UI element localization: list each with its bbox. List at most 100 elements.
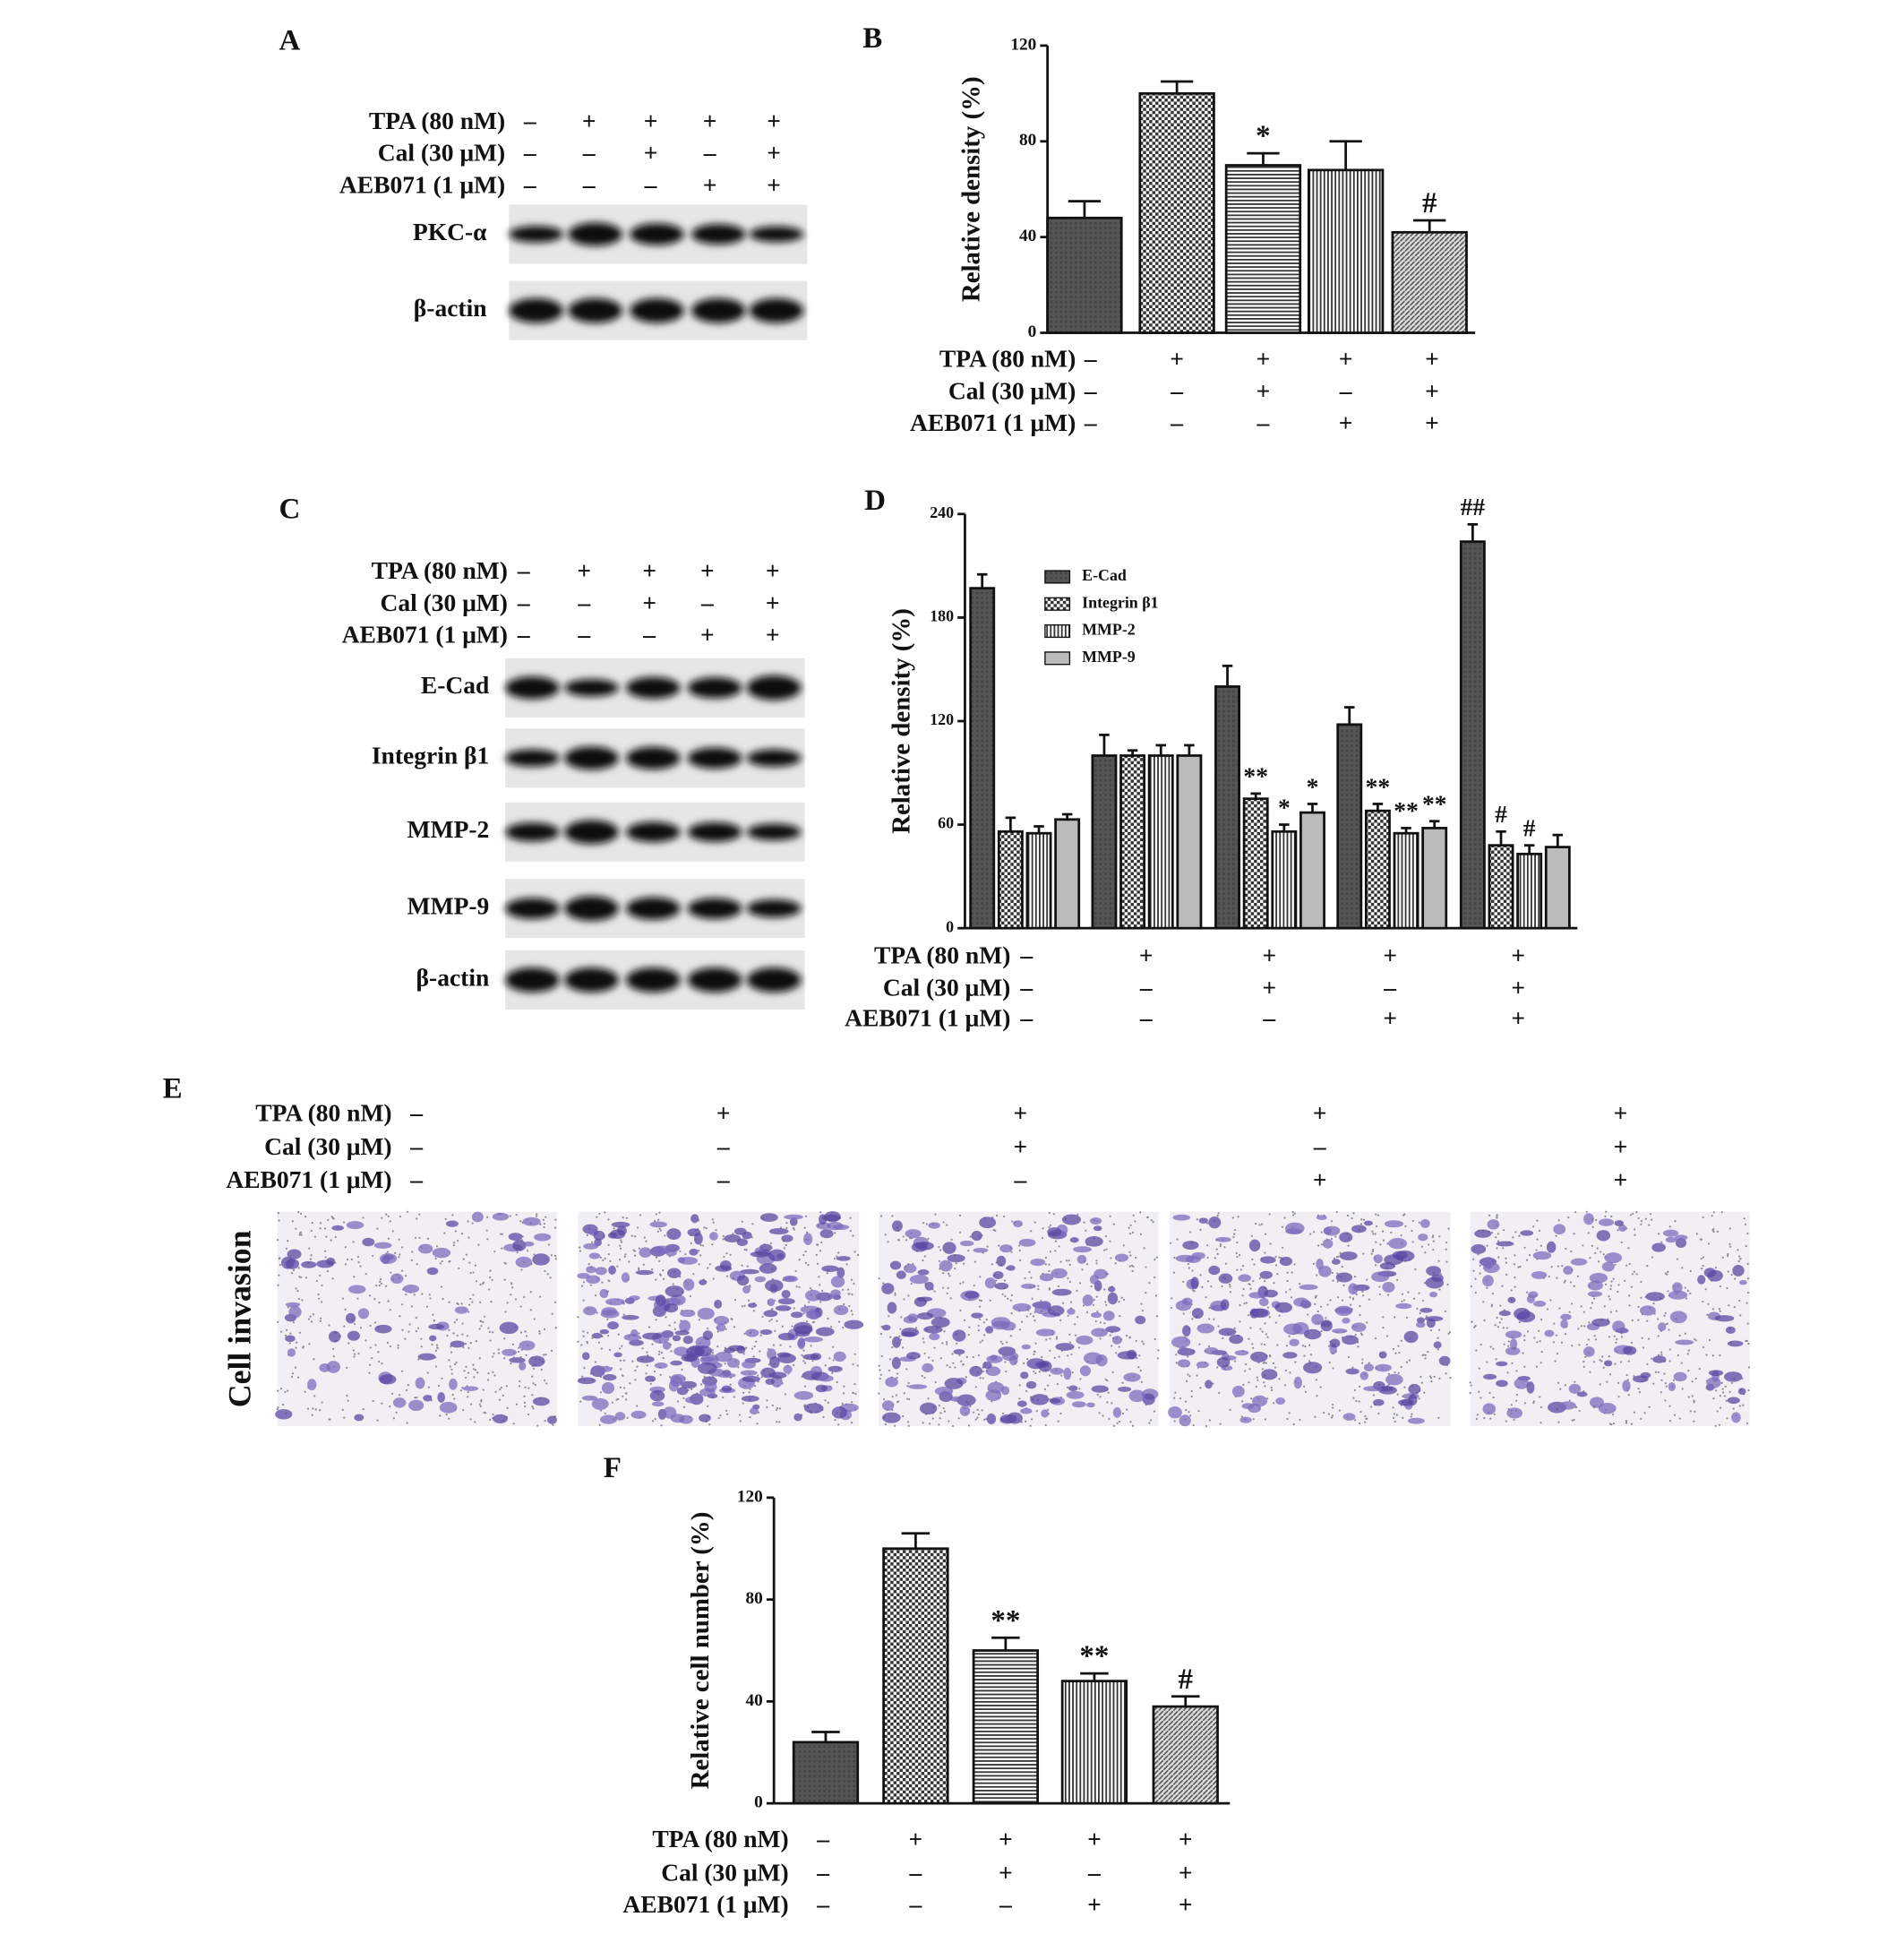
- pore: [359, 1327, 363, 1329]
- pore: [827, 1401, 829, 1404]
- pore: [1347, 1244, 1350, 1247]
- pore: [948, 1366, 951, 1369]
- cell: [1433, 1341, 1442, 1349]
- treatment-sign: –: [1383, 973, 1396, 1001]
- pore: [1110, 1257, 1112, 1259]
- cell: [1351, 1225, 1367, 1233]
- treatment-label: AEB071 (1 μM): [226, 1165, 391, 1193]
- pore: [845, 1263, 848, 1266]
- cell: [1395, 1302, 1412, 1310]
- pore: [1474, 1291, 1477, 1294]
- pore: [492, 1371, 494, 1373]
- pore: [1360, 1334, 1364, 1337]
- pore: [472, 1294, 475, 1296]
- pore: [1154, 1337, 1156, 1341]
- pore: [1420, 1245, 1424, 1248]
- blot-band: [564, 896, 619, 921]
- pore: [1055, 1337, 1058, 1340]
- treatment-sign: –: [577, 589, 590, 616]
- pore: [837, 1251, 840, 1254]
- pore: [469, 1271, 472, 1275]
- pore: [972, 1355, 974, 1359]
- pore: [629, 1382, 631, 1385]
- pore: [1155, 1315, 1158, 1318]
- cell: [362, 1237, 375, 1247]
- pore: [532, 1382, 535, 1385]
- pore: [1114, 1262, 1117, 1265]
- pore: [850, 1310, 853, 1312]
- pore: [1532, 1225, 1535, 1228]
- pore: [1214, 1257, 1216, 1259]
- pore: [416, 1263, 418, 1266]
- treatment-sign: –: [409, 1099, 423, 1127]
- pore: [1578, 1344, 1581, 1346]
- pore: [1693, 1401, 1695, 1404]
- cell: [1047, 1305, 1065, 1316]
- treatment-sign: –: [523, 170, 536, 198]
- pore: [673, 1321, 676, 1324]
- bar: [997, 829, 1024, 930]
- pore: [978, 1299, 982, 1302]
- pore: [658, 1273, 662, 1276]
- treatment-sign: –: [1019, 973, 1033, 1001]
- pore: [1513, 1263, 1516, 1266]
- pore: [482, 1320, 485, 1323]
- pore: [474, 1264, 476, 1267]
- pore: [1140, 1380, 1143, 1384]
- pore: [651, 1343, 654, 1345]
- pore: [1021, 1320, 1024, 1323]
- cell: [1204, 1346, 1219, 1355]
- treatment-sign: –: [642, 621, 656, 649]
- pore: [981, 1409, 983, 1412]
- cell: [1293, 1297, 1309, 1307]
- pore: [462, 1346, 465, 1349]
- pore: [1068, 1280, 1071, 1284]
- significance-mark: *: [1307, 772, 1319, 800]
- bar: [1544, 846, 1571, 930]
- cell: [601, 1381, 615, 1395]
- pore: [377, 1360, 381, 1363]
- pore: [1289, 1371, 1291, 1374]
- pore: [1571, 1419, 1574, 1422]
- blot-band: [687, 967, 742, 993]
- cell: [827, 1222, 844, 1231]
- pore: [1719, 1406, 1722, 1409]
- pore: [395, 1411, 398, 1414]
- pore: [373, 1297, 376, 1301]
- pore: [1727, 1252, 1729, 1256]
- pore: [434, 1349, 438, 1352]
- pore: [1732, 1407, 1735, 1410]
- treatment-sign: +: [1313, 1165, 1327, 1193]
- pore: [304, 1276, 307, 1279]
- pore: [1247, 1314, 1250, 1317]
- pore: [1437, 1416, 1440, 1419]
- pore: [1112, 1223, 1115, 1225]
- pore: [518, 1385, 521, 1388]
- pore: [1668, 1405, 1671, 1407]
- pore: [1482, 1301, 1485, 1303]
- cell: [1601, 1261, 1615, 1272]
- pore: [1437, 1328, 1441, 1331]
- pore: [1264, 1280, 1266, 1283]
- pore: [887, 1241, 889, 1243]
- pore: [1691, 1395, 1694, 1397]
- pore: [1355, 1399, 1358, 1403]
- treatment-sign: –: [816, 1825, 829, 1852]
- pore: [1608, 1295, 1610, 1298]
- pore: [623, 1255, 626, 1259]
- cell: [1345, 1368, 1359, 1375]
- bar: [1214, 685, 1240, 930]
- bar: [1025, 831, 1052, 930]
- pore: [1139, 1211, 1142, 1214]
- cell: [736, 1275, 750, 1286]
- pore: [506, 1302, 509, 1304]
- pore: [1107, 1391, 1110, 1394]
- pore: [698, 1319, 701, 1321]
- pore: [546, 1273, 549, 1276]
- pore: [1317, 1244, 1320, 1247]
- cell: [1248, 1239, 1261, 1252]
- pore: [1591, 1244, 1593, 1247]
- pore: [365, 1339, 367, 1342]
- pore: [290, 1272, 294, 1275]
- cell: [797, 1338, 806, 1348]
